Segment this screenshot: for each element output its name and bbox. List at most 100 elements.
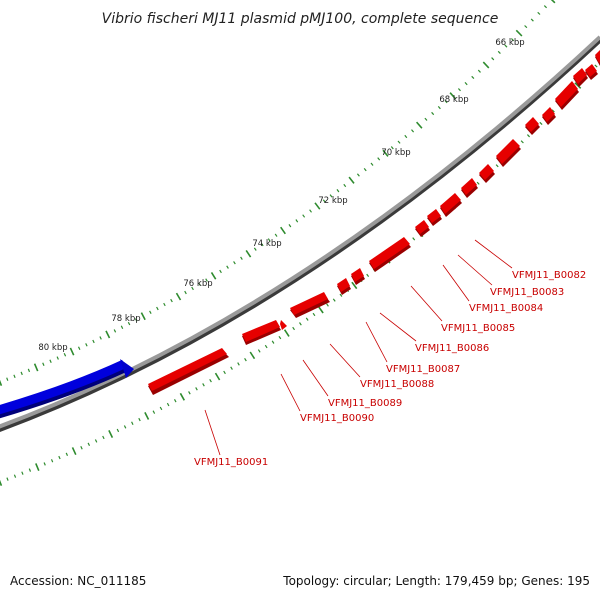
outer-scale-tick (314, 202, 321, 210)
inner-scale-tick (138, 417, 141, 422)
outer-scale-tick (210, 271, 217, 280)
gene-arrow-B0083[interactable] (440, 193, 462, 217)
gene-label[interactable]: VFMJ11_B0091 (194, 457, 268, 468)
inner-scale-tick (278, 335, 282, 340)
outer-scale-tick (329, 194, 333, 198)
gene-label[interactable]: VFMJ11_B0086 (415, 343, 489, 354)
outer-scale-tick (77, 346, 81, 350)
gene-arrow-B0087[interactable] (351, 268, 365, 285)
inner-scale-tick (574, 82, 582, 89)
outer-scale-tick (497, 50, 501, 55)
gene-labels: VFMJ11_B0082 VFMJ11_B0083 VFMJ11_B0084 V… (194, 270, 586, 468)
gene-arrow-B0090[interactable] (242, 320, 287, 345)
inner-scale-tick (166, 402, 170, 407)
inner-scale-tick (58, 455, 61, 460)
outer-scale-tick (226, 265, 229, 269)
inner-scale-tick (271, 340, 275, 344)
accession-text: Accession: NC_011185 (10, 574, 147, 588)
outer-scale-tick (504, 44, 508, 48)
gene-arrow-upstream-1[interactable] (479, 164, 495, 183)
outer-scale-tick (343, 183, 347, 188)
inner-scale-tick (6, 477, 9, 481)
inner-scale-tick (317, 306, 324, 314)
inner-scale-tick (202, 383, 205, 387)
inner-scale-tick (87, 442, 91, 447)
outer-scale-tick (524, 25, 528, 29)
outer-scale-tick (482, 61, 490, 69)
outer-scale-tick (163, 302, 166, 307)
inner-scale-tick (366, 273, 370, 277)
gene-arrow-upstream-6[interactable] (573, 68, 588, 87)
outer-scale-tick (464, 81, 468, 86)
inner-scale-tick (264, 344, 268, 349)
outer-scale-tick (397, 140, 401, 144)
inner-scale-tick (326, 303, 329, 307)
gene-label[interactable]: VFMJ11_B0082 (512, 270, 586, 281)
outer-scale-tick (49, 359, 52, 363)
inner-scale-tick (214, 372, 221, 381)
inner-scale-tick (28, 468, 32, 472)
label-leaders (204, 239, 513, 456)
outer-scale-tick (288, 224, 292, 228)
gene-arrow-upstream-4[interactable] (542, 107, 556, 125)
inner-scale-tick (123, 425, 127, 429)
gene-track (0, 48, 600, 419)
gene-label[interactable]: VFMJ11_B0088 (360, 379, 434, 390)
gene-arrow-B0086[interactable] (369, 237, 411, 272)
outer-scale-tick (63, 353, 67, 357)
gene-label[interactable]: VFMJ11_B0090 (300, 413, 374, 424)
scale-label-78: 78 kbp (111, 314, 140, 324)
outer-scale-tick (449, 92, 456, 100)
outer-scale-tick (134, 318, 138, 322)
gene-arrow-upstream-7[interactable] (585, 64, 598, 80)
gene-arrow-B0082[interactable] (461, 178, 478, 198)
gene-arrow-upstream-8[interactable] (595, 48, 600, 66)
scale-labels: 66 kbp 68 kbp 70 kbp 72 kbp 74 kbp 76 kb… (38, 38, 524, 353)
inner-scale-tick (292, 326, 295, 331)
gene-label[interactable]: VFMJ11_B0083 (490, 287, 564, 298)
gene-arrow-B0085[interactable] (415, 220, 430, 237)
inner-scale-tick (539, 121, 543, 126)
outer-scale-tick (543, 5, 548, 9)
inner-scale-tick (0, 479, 3, 486)
gene-arrow-upstream-5[interactable] (555, 81, 579, 110)
outer-scale-tick (431, 111, 435, 116)
outer-scale-tick (105, 330, 111, 339)
outer-scale-tick (477, 69, 481, 73)
outer-scale-tick (191, 286, 194, 291)
gene-arrow-B0091[interactable] (148, 348, 229, 395)
inner-scale-tick (179, 392, 185, 401)
gene-label[interactable]: VFMJ11_B0084 (469, 303, 543, 314)
inner-scale-tick (209, 378, 212, 383)
outer-scale-tick (240, 256, 243, 260)
outer-scale-tick (348, 176, 355, 184)
outer-scale-tick (363, 168, 367, 172)
gene-arrow-B0084[interactable] (427, 209, 442, 226)
outer-scale-tick (69, 347, 75, 356)
outer-scale-tick (13, 374, 16, 379)
gene-label[interactable]: VFMJ11_B0087 (386, 364, 460, 375)
inner-scale-tick (476, 181, 480, 185)
outer-scale-tick (85, 343, 88, 347)
outer-scale-tick (382, 149, 389, 157)
outer-scale-tick (322, 199, 326, 203)
inner-scale-tick (312, 312, 316, 317)
gene-arrow-upstream-2[interactable] (496, 139, 521, 167)
inner-scale-tick (412, 237, 416, 241)
outer-scale-tick (253, 247, 257, 251)
inner-scale-tick (305, 317, 309, 321)
outer-scale-tick (437, 106, 441, 110)
inner-scale-tick (144, 412, 150, 420)
outer-scale-tick (42, 362, 45, 367)
outer-scale-tick (99, 336, 102, 340)
gene-arrow-upstream-3[interactable] (525, 117, 540, 135)
gene-arrow-B0089[interactable] (290, 292, 330, 318)
outer-scale-tick (356, 173, 360, 177)
gene-arrow-B0088[interactable] (337, 278, 351, 295)
scale-label-70: 70 kbp (381, 148, 410, 158)
outer-scale-tick (370, 162, 374, 166)
inner-scale-tick (223, 370, 226, 375)
gene-label[interactable]: VFMJ11_B0085 (441, 323, 515, 334)
gene-label[interactable]: VFMJ11_B0089 (328, 398, 402, 409)
inner-scale-tick (339, 293, 343, 297)
